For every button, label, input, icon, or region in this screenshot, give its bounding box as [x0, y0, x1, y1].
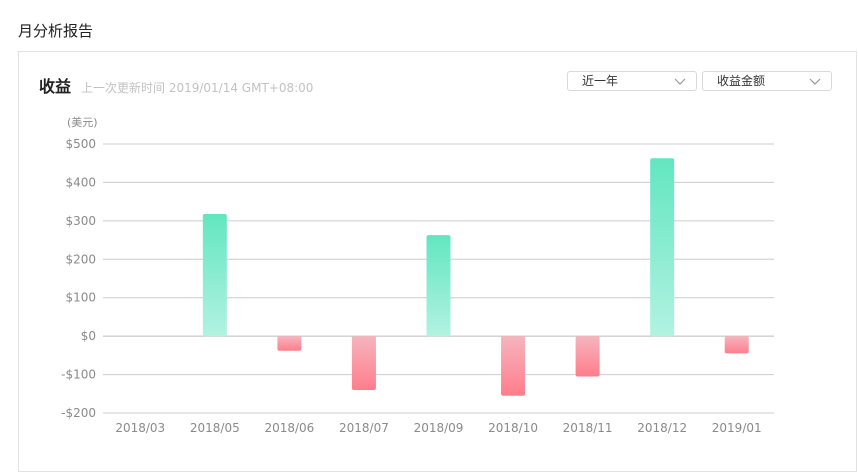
bar-2018-05[interactable]: [202, 213, 227, 337]
bar-2019-01[interactable]: [724, 336, 749, 354]
x-tick-label: 2018/06: [264, 421, 314, 435]
range-select[interactable]: 近一年: [567, 71, 697, 91]
y-tick-label: $0: [81, 329, 96, 343]
y-tick-label: $100: [65, 291, 96, 305]
x-tick-label: 2018/09: [414, 421, 464, 435]
bar-2018-11[interactable]: [575, 336, 600, 377]
chevron-down-icon: [809, 73, 821, 94]
y-tick-label: $200: [65, 252, 96, 266]
metric-select[interactable]: 收益金额: [702, 71, 832, 91]
x-tick-label: 2018/05: [190, 421, 240, 435]
chevron-down-icon: [674, 73, 686, 94]
card-title: 收益: [39, 77, 72, 96]
card-header: 收益 上一次更新时间 2019/01/14 GMT+08:00: [39, 73, 313, 97]
y-tick-label: -$200: [61, 406, 96, 420]
x-tick-label: 2018/11: [563, 421, 613, 435]
revenue-card: 收益 上一次更新时间 2019/01/14 GMT+08:00 近一年 收益金额…: [18, 51, 857, 472]
y-tick-label: $400: [65, 175, 96, 189]
revenue-bar-chart: (美元) $500 $400 $300 $200 $100 $0 -$100 -$200 20…: [61, 116, 774, 435]
x-tick-label: 2018/03: [115, 421, 165, 435]
x-tick-label: 2018/10: [488, 421, 538, 435]
bar-2018-09[interactable]: [426, 235, 451, 337]
x-tick-label: 2018/12: [637, 421, 687, 435]
bar-2018-06[interactable]: [277, 336, 302, 351]
bar-2018-10[interactable]: [501, 336, 526, 396]
bar-2018-07[interactable]: [351, 336, 376, 390]
last-updated-text: 上一次更新时间 2019/01/14 GMT+08:00: [81, 81, 314, 95]
x-tick-label: 2019/01: [712, 421, 762, 435]
y-tick-label: $500: [65, 137, 96, 151]
y-axis-unit-label: (美元): [67, 116, 98, 129]
metric-select-value: 收益金额: [717, 74, 766, 88]
page-title: 月分析报告: [18, 22, 94, 40]
x-tick-label: 2018/07: [339, 421, 389, 435]
y-tick-label: -$100: [61, 368, 96, 382]
y-tick-label: $300: [65, 214, 96, 228]
range-select-value: 近一年: [582, 74, 619, 88]
bar-2018-12[interactable]: [650, 158, 675, 337]
